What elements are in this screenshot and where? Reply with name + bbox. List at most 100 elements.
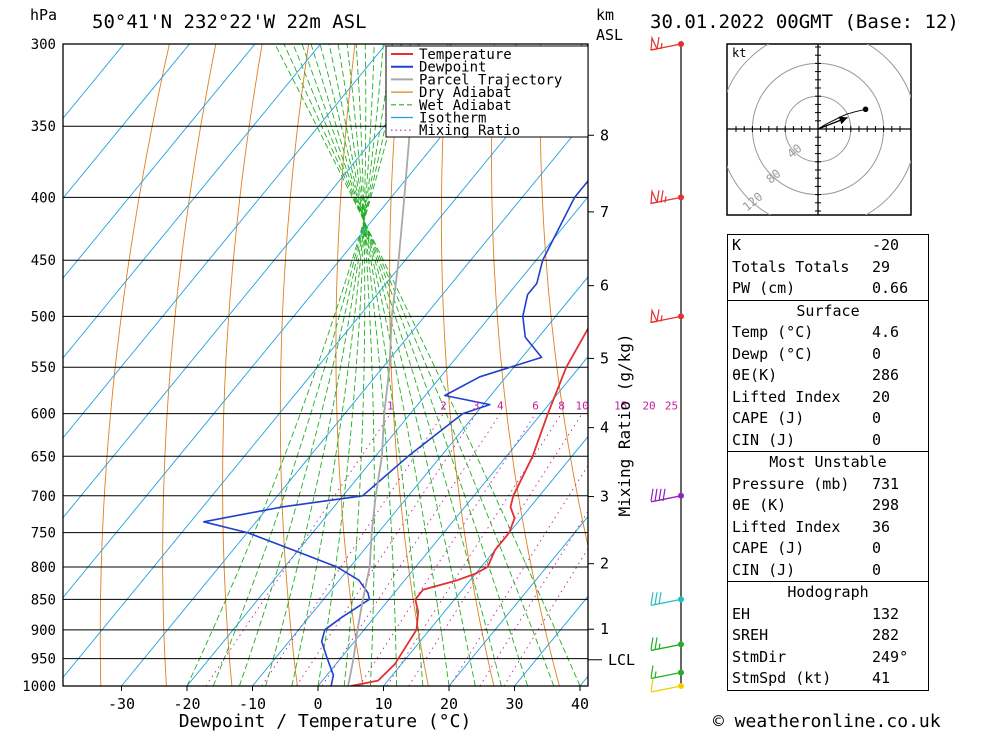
isotherm-line: [122, 44, 648, 686]
index-label: CIN (J): [732, 430, 872, 452]
wet-adiabat-line: [239, 44, 392, 686]
series-line-dewpoint: [204, 44, 668, 686]
index-label: Lifted Index: [732, 387, 872, 409]
index-value: 20: [872, 387, 928, 409]
index-value: 4.6: [872, 322, 928, 344]
height-unit-asl: ASL: [596, 26, 623, 44]
barb-level-marker: [678, 669, 684, 675]
index-row: StmSpd (kt) 41: [728, 668, 928, 690]
index-row: CIN (J) 0: [728, 560, 928, 582]
index-value: 41: [872, 668, 928, 690]
barb-full: [651, 665, 653, 677]
mixing-ratio-label: 6: [532, 400, 539, 413]
dry-adiabat-line: [223, 44, 263, 686]
wind-barb: [651, 309, 684, 322]
wind-barb: [651, 592, 684, 605]
barb-full: [651, 679, 653, 691]
pressure-tick-label: 500: [31, 309, 56, 325]
isotherm-line: [0, 44, 517, 686]
mixing-ratio-label: 2: [440, 400, 447, 413]
section-title: Hodograph: [728, 582, 928, 604]
barb-flag: [651, 38, 657, 50]
index-row: Dewp (°C) 0: [728, 344, 928, 366]
wind-barb: [651, 637, 684, 650]
mixing-ratio-label: 20: [642, 400, 655, 413]
dry-adiabat-line: [441, 44, 494, 686]
dry-adiabat-line: [163, 44, 216, 686]
index-label: EH: [732, 604, 872, 626]
index-row: Lifted Index 36: [728, 517, 928, 539]
wet-adiabat-line: [275, 44, 580, 686]
height-tick-label: 1: [600, 620, 609, 638]
index-label: StmDir: [732, 647, 872, 669]
mixing-ratio-label: 8: [558, 400, 565, 413]
mixing-ratio-label: 25: [665, 400, 678, 413]
pressure-tick-label: 1000: [22, 679, 56, 695]
barb-full: [657, 190, 659, 202]
dry-adiabat-line: [540, 44, 625, 686]
barb-level-marker: [678, 41, 684, 47]
pressure-tick-label: 550: [31, 360, 56, 376]
pressure-tick-label: 750: [31, 526, 56, 542]
run-datetime: 30.01.2022 00GMT (Base: 12): [650, 11, 959, 33]
isotherm-line: [0, 44, 189, 686]
wind-barb: [651, 679, 684, 692]
index-row: Temp (°C) 4.6: [728, 322, 928, 344]
stability-indices-table: K -20 Totals Totals 29 PW (cm) 0.66 Surf…: [727, 234, 929, 691]
surface-indices: Surface Temp (°C) 4.6 Dewp (°C) 0 θE(K) …: [728, 301, 928, 453]
index-label: K: [732, 235, 872, 257]
pressure-tick-label: 800: [31, 560, 56, 576]
height-tick-label: 5: [600, 349, 609, 367]
index-value: 36: [872, 517, 928, 539]
mixing-ratio-label: 3: [473, 400, 480, 413]
height-tick-label: 8: [600, 126, 609, 144]
dry-adiabat-line: [492, 44, 560, 686]
wind-barb: [651, 190, 684, 203]
index-label: Pressure (mb): [732, 474, 872, 496]
wind-barb: [651, 489, 684, 502]
barb-level-marker: [678, 313, 684, 319]
section-title: Surface: [728, 301, 928, 323]
barb-level-marker: [678, 194, 684, 200]
wet-adiabat-line: [284, 44, 554, 686]
dry-adiabat-line: [280, 44, 308, 686]
pressure-tick-label: 350: [31, 119, 56, 135]
barb-staff: [651, 686, 681, 692]
most-unstable-indices: Most Unstable Pressure (mb) 731 θE (K) 2…: [728, 452, 928, 582]
barb-level-marker: [678, 596, 684, 602]
pressure-gridlines: [63, 44, 588, 686]
wind-barbs: [651, 37, 684, 692]
mixing-ratio-label: 1: [387, 400, 394, 413]
hodograph-indices: Hodograph EH 132 SREH 282 StmDir 249° St…: [728, 582, 928, 691]
index-value: 298: [872, 495, 928, 517]
index-value: 0: [872, 560, 928, 582]
station-location: 50°41'N 232°22'W 22m ASL: [92, 11, 367, 33]
pressure-tick-label: 700: [31, 489, 56, 505]
barb-full: [659, 489, 661, 501]
barb-flag: [651, 310, 657, 322]
index-label: CIN (J): [732, 560, 872, 582]
mixing-ratio-axis-title: Mixing Ratio (g/kg): [615, 333, 634, 516]
isotherm-line: [0, 44, 124, 686]
legend-entry: Mixing Ratio: [419, 123, 520, 139]
index-label: CAPE (J): [732, 408, 872, 430]
wet-adiabat-line: [347, 44, 374, 686]
pressure-unit-label: hPa: [30, 6, 57, 24]
hodograph-unit-label: kt: [732, 46, 746, 60]
index-label: StmSpd (kt): [732, 668, 872, 690]
temperature-tick-label: 40: [571, 695, 589, 713]
index-row-totals-totals: Totals Totals 29: [728, 257, 928, 279]
barb-full: [651, 637, 653, 649]
section-title: Most Unstable: [728, 452, 928, 474]
mixing-ratio-line: [262, 414, 444, 686]
index-value: 286: [872, 365, 928, 387]
hodograph-ring-label: 40: [784, 141, 804, 161]
index-value: 0: [872, 408, 928, 430]
index-row: CAPE (J) 0: [728, 408, 928, 430]
barb-half: [655, 671, 656, 677]
height-unit-km: km: [596, 6, 614, 24]
wet-adiabat-line: [338, 44, 397, 686]
